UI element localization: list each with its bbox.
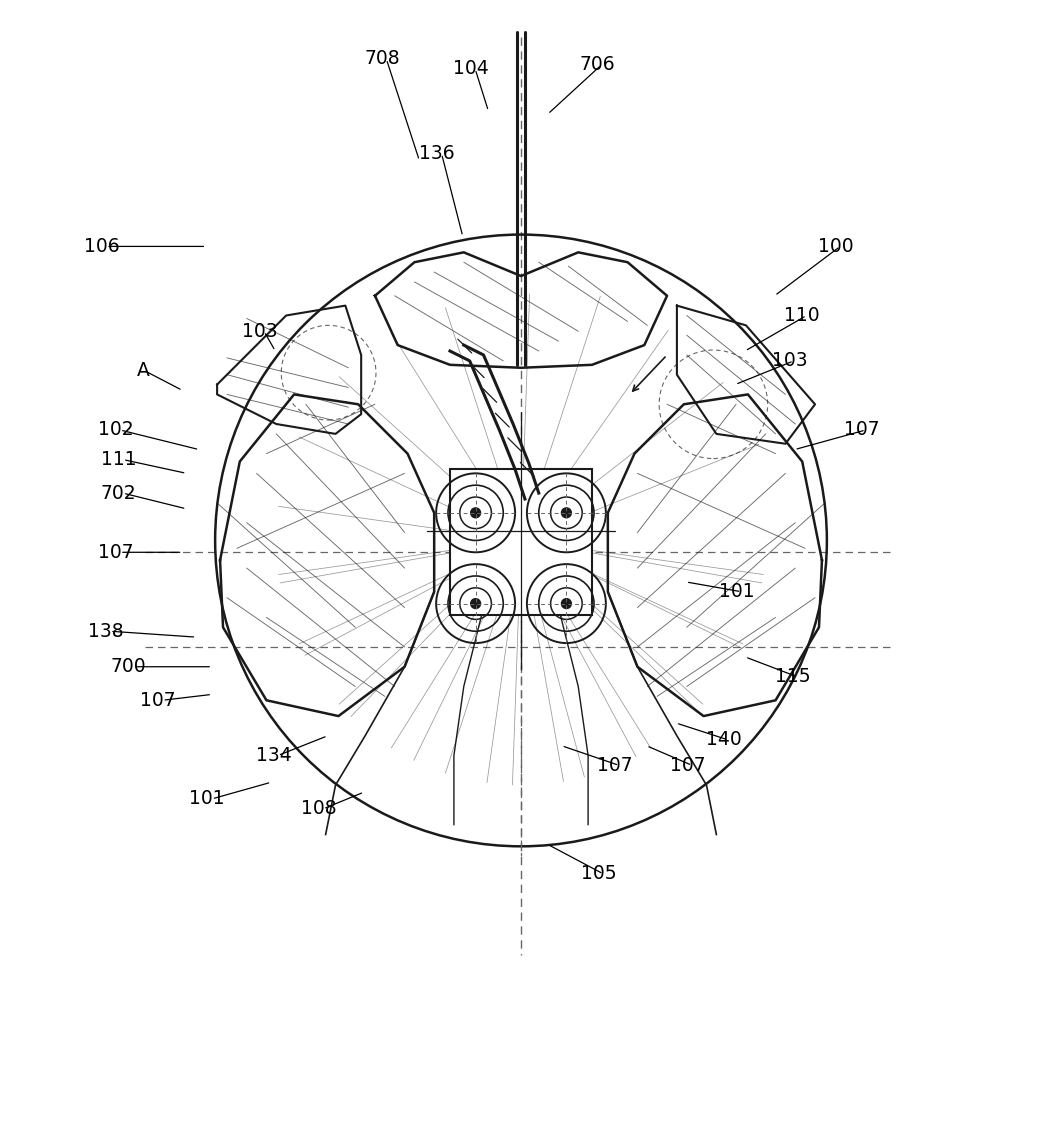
Text: 107: 107 bbox=[597, 756, 633, 775]
Text: 103: 103 bbox=[242, 322, 277, 341]
Bar bbox=[450, 469, 592, 616]
Text: 107: 107 bbox=[140, 690, 176, 710]
Circle shape bbox=[470, 599, 481, 609]
Text: 706: 706 bbox=[579, 55, 614, 75]
Text: 107: 107 bbox=[670, 756, 706, 775]
Text: 115: 115 bbox=[775, 668, 810, 686]
Text: 108: 108 bbox=[301, 799, 337, 818]
Text: 102: 102 bbox=[98, 421, 134, 439]
Text: A: A bbox=[138, 361, 150, 381]
Circle shape bbox=[561, 599, 572, 609]
Text: 107: 107 bbox=[98, 543, 134, 562]
Text: 708: 708 bbox=[364, 49, 399, 69]
Text: 111: 111 bbox=[101, 450, 137, 469]
Text: 105: 105 bbox=[581, 865, 616, 883]
Text: 700: 700 bbox=[111, 657, 146, 677]
Text: 104: 104 bbox=[453, 60, 489, 78]
Text: 140: 140 bbox=[705, 731, 742, 749]
Text: 103: 103 bbox=[772, 351, 807, 370]
Text: 134: 134 bbox=[256, 746, 291, 765]
Text: 110: 110 bbox=[784, 306, 820, 325]
Text: 106: 106 bbox=[83, 237, 120, 256]
Text: 101: 101 bbox=[190, 789, 225, 809]
Text: 702: 702 bbox=[101, 484, 137, 502]
Text: 136: 136 bbox=[419, 145, 455, 163]
Text: 100: 100 bbox=[818, 237, 853, 256]
Text: 101: 101 bbox=[720, 583, 755, 601]
Text: 107: 107 bbox=[844, 421, 879, 439]
Circle shape bbox=[561, 508, 572, 517]
Text: 138: 138 bbox=[88, 622, 123, 641]
Circle shape bbox=[470, 508, 481, 517]
